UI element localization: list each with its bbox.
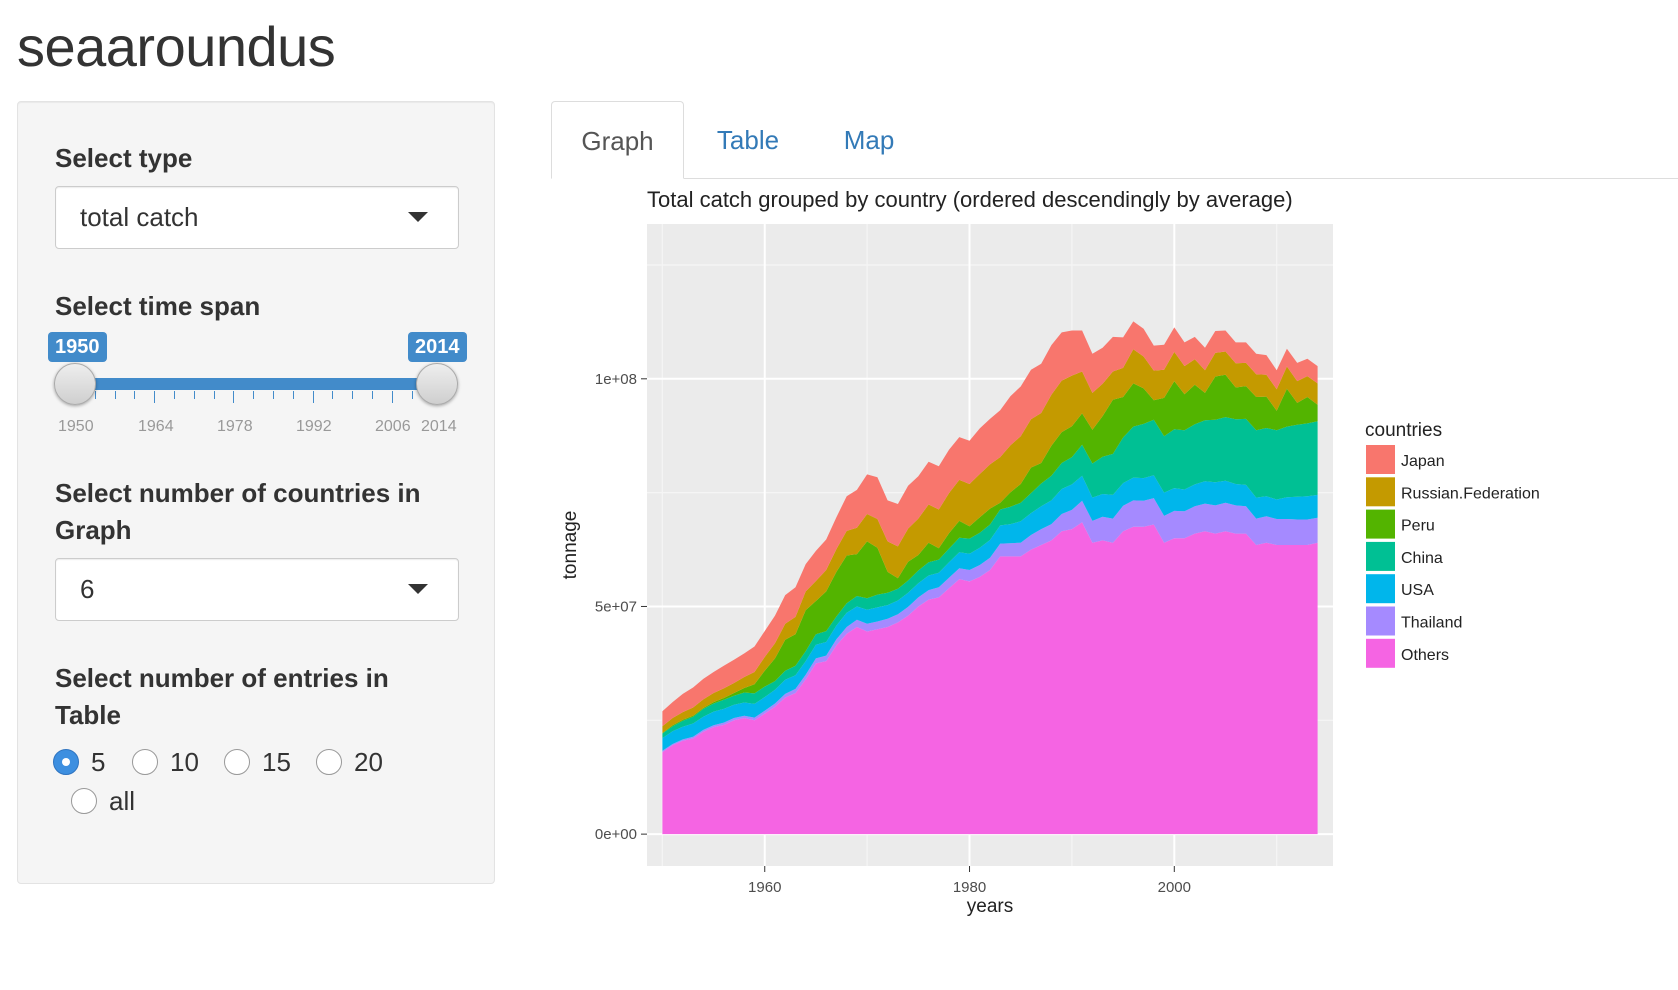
select-timespan-label: Select time span (55, 291, 261, 321)
area-usa (662, 475, 1318, 751)
axes: 1960 1980 2000 0e+00 5e+07 1e+08 (595, 371, 1191, 896)
radio-label: 15 (262, 747, 291, 777)
legend-label: Thailand (1401, 615, 1462, 632)
slider-min-badge: 1950 (48, 332, 107, 362)
slider-tick (233, 391, 235, 403)
radio-label: 20 (354, 747, 383, 777)
radio-unchecked-icon (132, 749, 158, 775)
radio-entries-10[interactable]: 10 (132, 747, 212, 777)
legend-label: USA (1401, 582, 1434, 599)
legend-swatch (1366, 541, 1395, 571)
legend-label: Peru (1401, 518, 1435, 535)
slider-tick (213, 391, 215, 399)
chevron-down-icon (408, 584, 428, 594)
tab-graph[interactable]: Graph (551, 101, 684, 179)
tabs-divider (551, 178, 1678, 179)
slider-tick (332, 391, 334, 399)
x-tick-label: 2000 (1158, 879, 1191, 896)
chevron-down-icon (408, 212, 428, 222)
slider-tick-label: 1950 (58, 418, 94, 435)
tab-table[interactable]: Table (716, 125, 780, 155)
slider-tick (94, 391, 96, 399)
area-japan (662, 321, 1318, 727)
slider-min-handle[interactable] (54, 363, 96, 405)
radio-entries-20[interactable]: 20 (316, 747, 396, 777)
slider-tick-label: 2006 (375, 418, 411, 435)
legend-label: Others (1401, 647, 1449, 664)
slider-range-bar[interactable] (75, 378, 437, 390)
select-countries-label: Select number of countries in Graph (55, 478, 421, 545)
area-china (662, 417, 1318, 739)
timespan-slider[interactable]: 1950 2014 1950 1964 1978 1992 2006 2014 (48, 332, 475, 452)
area-thailand (662, 498, 1318, 753)
select-type-value: total catch (80, 202, 199, 232)
app-title: seaaroundus (17, 15, 336, 78)
legend-swatch (1366, 477, 1395, 507)
slider-tick (114, 391, 116, 399)
slider-tick (352, 391, 354, 399)
x-tick-label: 1960 (748, 879, 781, 896)
chart-legend: Japan Russian.Federation Peru China USA Thail… (1366, 445, 1540, 668)
tab-map[interactable]: Map (843, 125, 895, 155)
radio-entries-5[interactable]: 5 (53, 747, 123, 777)
y-tick-label: 0e+00 (595, 826, 637, 843)
legend-swatch (1366, 606, 1395, 636)
area-others (662, 522, 1318, 835)
legend-swatch (1366, 445, 1395, 474)
select-type-label: Select type (55, 143, 193, 173)
legend-swatch (1366, 509, 1395, 539)
slider-max-handle[interactable] (416, 363, 458, 405)
slider-tick (411, 391, 413, 399)
slider-tick (391, 391, 393, 403)
select-countries-value: 6 (80, 574, 95, 604)
radio-entries-15[interactable]: 15 (224, 747, 304, 777)
radio-unchecked-icon (224, 749, 250, 775)
legend-label: China (1401, 550, 1443, 567)
slider-tick (173, 391, 175, 399)
slider-tick (134, 391, 136, 399)
select-type-dropdown[interactable]: total catch (55, 186, 459, 249)
catch-area-chart: Total catch grouped by country (ordered … (560, 187, 1540, 917)
slider-tick (193, 391, 195, 399)
radio-label: 5 (91, 747, 106, 777)
sidebar-panel: Select type total catch Select time span… (17, 101, 495, 884)
radio-label: 10 (170, 747, 199, 777)
legend-swatch (1366, 574, 1395, 604)
slider-tick (371, 391, 373, 399)
slider-tick (292, 391, 294, 399)
legend-label: Russian.Federation (1401, 485, 1540, 502)
legend-swatch (1366, 638, 1395, 668)
slider-tick-label: 2014 (421, 418, 457, 435)
x-axis-title: years (967, 896, 1013, 917)
x-tick-label: 1980 (953, 879, 986, 896)
slider-tick (312, 391, 314, 403)
slider-tick-label: 1964 (138, 418, 174, 435)
select-countries-dropdown[interactable]: 6 (55, 558, 459, 621)
legend-label: Japan (1401, 453, 1445, 470)
y-tick-label: 1e+08 (595, 371, 637, 388)
slider-tick (272, 391, 274, 399)
y-tick-label: 5e+07 (595, 598, 637, 615)
radio-entries-all[interactable]: all (71, 786, 151, 816)
area-series (662, 321, 1318, 835)
slider-max-badge: 2014 (408, 332, 467, 362)
slider-tick (253, 391, 255, 399)
area-peru (662, 374, 1318, 734)
radio-unchecked-icon (71, 788, 97, 814)
chart-title: Total catch grouped by country (ordered … (647, 187, 1293, 212)
legend-title: countries (1365, 420, 1442, 441)
area-russian-federation (662, 349, 1318, 733)
slider-tick (154, 391, 156, 403)
slider-tick-label: 1992 (296, 418, 332, 435)
radio-unchecked-icon (316, 749, 342, 775)
select-entries-label: Select number of entries in Table (55, 663, 389, 730)
radio-label: all (109, 786, 136, 816)
y-axis-title: tonnage (560, 511, 581, 580)
slider-tick-label: 1978 (217, 418, 253, 435)
radio-checked-icon (53, 749, 79, 775)
